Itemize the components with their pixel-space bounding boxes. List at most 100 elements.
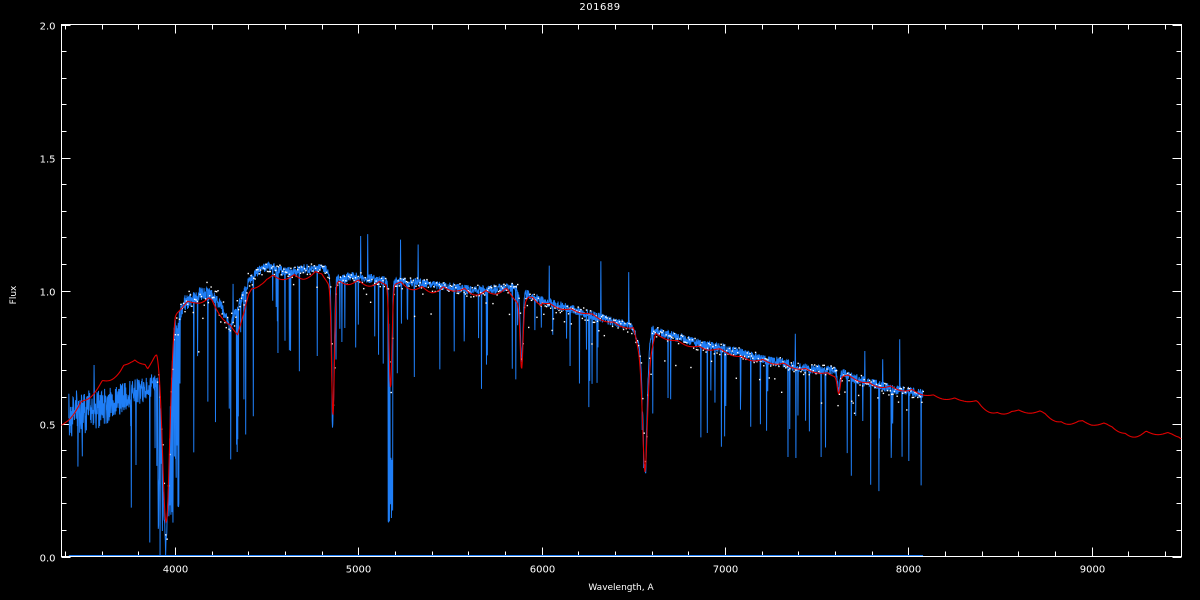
binned-point — [551, 329, 553, 332]
binned-point — [878, 384, 880, 387]
binned-point — [460, 290, 463, 292]
binned-point — [570, 323, 573, 325]
binned-point — [163, 482, 166, 485]
binned-point — [838, 393, 841, 395]
binned-point — [555, 311, 557, 314]
binned-point — [742, 358, 744, 360]
binned-point — [669, 335, 672, 337]
binned-point — [404, 277, 406, 280]
binned-point — [765, 358, 768, 360]
binned-point — [617, 327, 619, 329]
binned-point — [849, 373, 852, 376]
binned-point — [518, 297, 520, 299]
binned-point — [187, 303, 189, 305]
binned-point — [517, 283, 519, 286]
binned-point — [347, 275, 350, 278]
binned-point — [581, 317, 584, 320]
binned-point — [720, 343, 722, 346]
binned-point — [215, 290, 218, 293]
binned-point — [635, 341, 637, 344]
binned-point — [405, 280, 408, 283]
binned-point — [670, 336, 673, 338]
binned-point — [478, 295, 480, 297]
binned-point — [275, 269, 277, 272]
binned-point — [501, 287, 504, 289]
binned-point — [314, 267, 317, 270]
binned-point — [638, 344, 640, 347]
binned-point — [492, 302, 494, 305]
binned-point — [211, 297, 214, 299]
binned-point — [778, 365, 780, 368]
binned-point — [834, 370, 836, 372]
binned-point — [317, 270, 320, 272]
binned-point — [254, 278, 256, 280]
binned-point — [279, 264, 281, 266]
binned-point — [713, 353, 716, 355]
binned-point — [380, 277, 383, 280]
binned-point — [798, 367, 801, 369]
binned-point — [195, 299, 197, 301]
binned-point — [299, 272, 302, 274]
binned-point — [423, 279, 425, 281]
binned-point — [233, 325, 236, 327]
binned-point — [169, 453, 171, 456]
binned-point — [852, 402, 854, 404]
binned-point — [320, 264, 322, 267]
binned-point — [286, 271, 288, 274]
binned-point — [632, 328, 634, 331]
binned-point — [433, 286, 435, 288]
binned-point — [554, 307, 556, 309]
binned-point — [822, 364, 824, 367]
binned-point — [886, 389, 889, 392]
binned-point — [277, 266, 280, 268]
binned-point — [544, 305, 546, 307]
binned-point — [622, 328, 625, 331]
binned-point — [473, 295, 475, 298]
binned-point — [863, 378, 865, 381]
binned-point — [756, 360, 758, 363]
binned-point — [519, 312, 522, 314]
binned-point — [456, 292, 458, 294]
binned-point — [543, 313, 545, 316]
binned-point — [236, 300, 238, 302]
binned-point — [330, 286, 332, 288]
binned-point — [459, 283, 461, 285]
binned-point — [889, 390, 891, 392]
binned-point — [378, 283, 380, 285]
binned-point — [471, 287, 474, 289]
binned-point — [298, 266, 300, 269]
binned-point — [780, 391, 783, 393]
binned-point — [657, 327, 659, 329]
binned-point — [367, 280, 369, 282]
binned-point — [857, 394, 860, 397]
binned-point — [528, 326, 530, 329]
binned-point — [566, 305, 568, 308]
binned-point — [587, 319, 589, 321]
binned-point — [200, 295, 203, 298]
binned-point — [474, 287, 476, 290]
binned-point — [572, 307, 574, 310]
binned-point — [507, 292, 509, 294]
binned-point — [257, 268, 259, 271]
binned-point — [240, 297, 243, 299]
y-axis-label: Flux — [9, 285, 19, 304]
binned-point — [665, 334, 667, 336]
binned-point — [324, 272, 326, 274]
binned-point — [316, 286, 318, 289]
binned-point — [823, 364, 825, 367]
binned-point — [259, 269, 262, 271]
binned-point — [419, 281, 421, 284]
binned-point — [508, 313, 511, 316]
binned-point — [851, 400, 853, 402]
binned-point — [303, 268, 306, 270]
binned-point — [844, 391, 846, 393]
binned-point — [486, 289, 489, 292]
binned-point — [731, 350, 733, 352]
binned-point — [302, 271, 304, 274]
binned-point — [156, 381, 159, 383]
binned-point — [202, 317, 204, 320]
binned-point — [789, 368, 791, 370]
binned-point — [368, 279, 370, 282]
binned-point — [710, 360, 713, 362]
binned-point — [301, 266, 303, 268]
